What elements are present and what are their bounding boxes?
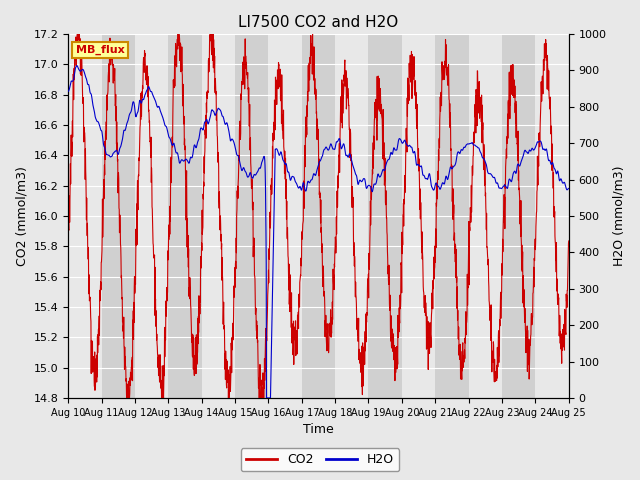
Legend: CO2, H2O: CO2, H2O: [241, 448, 399, 471]
Bar: [435, 34, 468, 398]
Y-axis label: H2O (mmol/m3): H2O (mmol/m3): [612, 166, 625, 266]
Bar: [235, 34, 268, 398]
Y-axis label: CO2 (mmol/m3): CO2 (mmol/m3): [15, 166, 28, 266]
Bar: [102, 34, 135, 398]
X-axis label: Time: Time: [303, 423, 334, 436]
Text: MB_flux: MB_flux: [76, 45, 124, 55]
Bar: [502, 34, 535, 398]
Bar: [301, 34, 335, 398]
Title: LI7500 CO2 and H2O: LI7500 CO2 and H2O: [238, 15, 399, 30]
Bar: [168, 34, 202, 398]
Bar: [369, 34, 402, 398]
